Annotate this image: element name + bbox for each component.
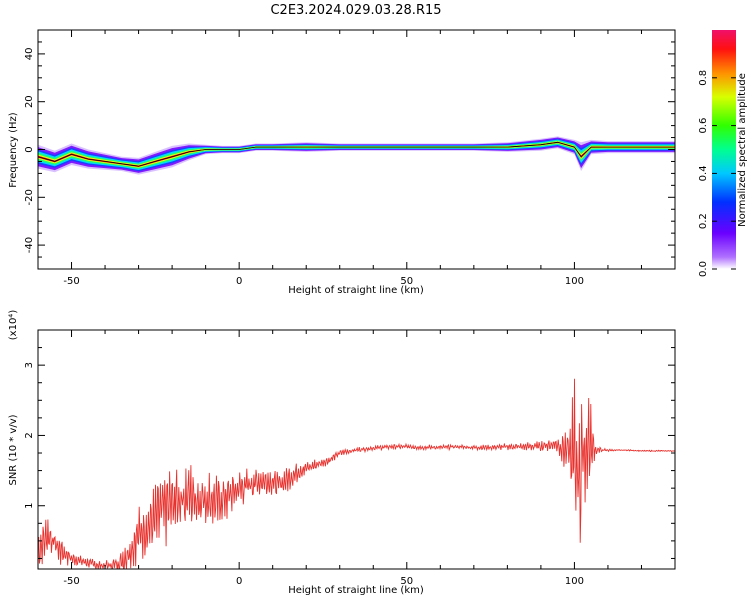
colorbar-gradient	[712, 30, 736, 269]
spectrogram-band-layer-4	[38, 140, 675, 169]
snr-x-tick-label: 50	[400, 576, 413, 587]
spectrogram-heatmap	[37, 136, 675, 175]
colorbar-ticks: 0.0 0.2 0.4 0.6 0.8	[698, 70, 736, 277]
spectrogram-panel: -50 0 50 100 -40 -20 0 20 40 Height of straight …	[8, 29, 676, 296]
snr-x-axis-label: Height of straight line (km)	[288, 585, 424, 596]
spectrogram-band-layer-5	[38, 141, 675, 168]
colorbar-tick-label: 0.6	[698, 118, 709, 134]
spectrogram-y-tick-label: -20	[24, 189, 35, 205]
spectrogram-x-tick-label: 50	[400, 276, 413, 287]
colorbar-tick-label: 0.2	[698, 213, 709, 229]
spectrogram-x-tick-label: 100	[565, 276, 584, 287]
snr-x-tick-label: -50	[63, 576, 79, 587]
figure-title: C2E3.2024.029.03.28.R15	[270, 3, 441, 18]
colorbar: 0.0 0.2 0.4 0.6 0.8 Normalized spectral ampl…	[698, 30, 748, 277]
spectrogram-y-tick-label: 20	[24, 95, 35, 108]
spectrogram-x-tick-label: -50	[63, 276, 79, 287]
snr-frame	[37, 329, 676, 570]
snr-y-axis-label: SNR (10 * v/v)	[8, 414, 19, 485]
spectrogram-ridge-line	[37, 141, 675, 167]
snr-x-tick-label: 0	[236, 576, 242, 587]
colorbar-label: Normalized spectral amplitude	[737, 73, 748, 227]
snr-axes: -50 0 50 100 1 2 3	[24, 329, 676, 587]
colorbar-tick-label: 0.4	[698, 165, 709, 181]
snr-y-tick-label: 2	[24, 432, 35, 438]
colorbar-tick-label: 0.0	[698, 261, 709, 277]
spectrogram-x-axis-label: Height of straight line (km)	[288, 285, 424, 296]
spectrogram-y-tick-label: 40	[24, 48, 35, 61]
snr-y-tick-label: 3	[24, 362, 35, 368]
spectrogram-y-tick-label: 0	[24, 146, 35, 152]
spectrogram-y-axis-label: Frequency (Hz)	[8, 112, 19, 188]
snr-series-line	[38, 378, 675, 569]
spectrogram-y-tick-label: -40	[24, 237, 35, 253]
snr-y-scale-label: (x10⁴)	[8, 310, 19, 341]
spectrogram-x-tick-label: 0	[236, 276, 242, 287]
spectrogram-axes: -50 0 50 100 -40 -20 0 20 40	[24, 29, 676, 287]
snr-panel: -50 0 50 100 1 2 3 Height of straight line (km…	[8, 310, 676, 596]
snr-y-tick-label: 1	[24, 503, 35, 509]
colorbar-tick-label: 0.8	[698, 70, 709, 86]
snr-x-tick-label: 100	[565, 576, 584, 587]
